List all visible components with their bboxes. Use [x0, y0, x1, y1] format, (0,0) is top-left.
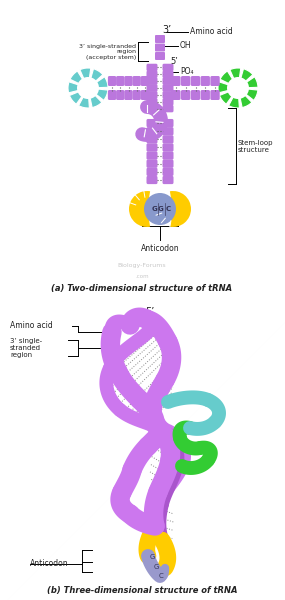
Wedge shape [219, 88, 238, 104]
Wedge shape [88, 88, 102, 107]
FancyBboxPatch shape [162, 119, 174, 127]
Text: 3’ single-stranded
region
(acceptor stem): 3’ single-stranded region (acceptor stem… [79, 44, 136, 60]
Wedge shape [68, 82, 88, 93]
FancyBboxPatch shape [108, 76, 116, 86]
FancyBboxPatch shape [162, 160, 174, 168]
FancyBboxPatch shape [108, 90, 116, 100]
FancyBboxPatch shape [201, 76, 210, 86]
Text: 5’: 5’ [170, 58, 178, 67]
Text: G: G [149, 554, 155, 560]
FancyBboxPatch shape [124, 90, 133, 100]
FancyBboxPatch shape [171, 76, 180, 86]
FancyBboxPatch shape [133, 90, 141, 100]
FancyBboxPatch shape [162, 105, 174, 112]
FancyBboxPatch shape [181, 90, 190, 100]
Wedge shape [238, 69, 253, 88]
FancyBboxPatch shape [201, 90, 210, 100]
Text: PO₄: PO₄ [180, 67, 194, 76]
Wedge shape [88, 69, 103, 88]
FancyBboxPatch shape [146, 168, 158, 176]
FancyBboxPatch shape [162, 143, 174, 152]
FancyBboxPatch shape [146, 85, 158, 92]
FancyBboxPatch shape [162, 151, 174, 160]
Text: 3’ single-
stranded
region: 3’ single- stranded region [10, 338, 42, 358]
Text: Anticodon: Anticodon [141, 244, 179, 253]
Wedge shape [170, 191, 191, 227]
FancyBboxPatch shape [191, 90, 200, 100]
Wedge shape [230, 68, 241, 88]
FancyBboxPatch shape [162, 168, 174, 176]
Wedge shape [229, 88, 239, 108]
FancyBboxPatch shape [146, 98, 158, 106]
FancyBboxPatch shape [210, 90, 220, 100]
FancyBboxPatch shape [162, 85, 174, 92]
FancyBboxPatch shape [146, 127, 158, 136]
Wedge shape [220, 71, 238, 88]
FancyBboxPatch shape [191, 76, 200, 86]
Text: G: G [158, 206, 164, 212]
Wedge shape [80, 68, 91, 88]
Text: 5’: 5’ [145, 307, 155, 317]
Text: G: G [153, 564, 159, 570]
Circle shape [144, 193, 176, 225]
Wedge shape [218, 82, 238, 93]
Text: (a) Two-dimensional structure of tRNA: (a) Two-dimensional structure of tRNA [51, 283, 233, 292]
Text: 3’: 3’ [162, 25, 171, 35]
FancyBboxPatch shape [146, 176, 158, 184]
Text: C: C [159, 573, 163, 579]
FancyBboxPatch shape [124, 76, 133, 86]
FancyBboxPatch shape [162, 71, 174, 78]
FancyBboxPatch shape [146, 119, 158, 127]
FancyBboxPatch shape [162, 98, 174, 106]
FancyBboxPatch shape [181, 76, 190, 86]
Circle shape [227, 77, 249, 99]
FancyBboxPatch shape [155, 52, 165, 60]
Wedge shape [238, 88, 252, 107]
FancyBboxPatch shape [162, 127, 174, 136]
Wedge shape [129, 191, 150, 227]
FancyBboxPatch shape [141, 76, 149, 86]
Wedge shape [88, 77, 108, 88]
Wedge shape [238, 88, 258, 100]
FancyBboxPatch shape [146, 151, 158, 160]
FancyBboxPatch shape [155, 43, 165, 52]
Wedge shape [88, 88, 108, 100]
Text: G: G [151, 206, 157, 212]
FancyBboxPatch shape [146, 160, 158, 168]
FancyBboxPatch shape [146, 91, 158, 98]
Text: Amino acid: Amino acid [10, 322, 53, 331]
Text: Biology-Forums: Biology-Forums [118, 263, 166, 269]
Circle shape [77, 77, 99, 99]
Wedge shape [238, 77, 258, 88]
FancyBboxPatch shape [146, 105, 158, 112]
FancyBboxPatch shape [155, 35, 165, 43]
FancyBboxPatch shape [133, 76, 141, 86]
Text: OH: OH [180, 41, 192, 50]
FancyBboxPatch shape [146, 135, 158, 143]
FancyBboxPatch shape [162, 135, 174, 143]
FancyBboxPatch shape [162, 91, 174, 98]
Wedge shape [70, 71, 88, 88]
Wedge shape [79, 88, 89, 108]
Wedge shape [70, 88, 88, 104]
FancyBboxPatch shape [171, 90, 180, 100]
FancyBboxPatch shape [162, 77, 174, 85]
FancyBboxPatch shape [146, 64, 158, 71]
FancyBboxPatch shape [116, 90, 125, 100]
FancyBboxPatch shape [146, 77, 158, 85]
Text: C: C [165, 206, 170, 212]
FancyBboxPatch shape [116, 76, 125, 86]
FancyBboxPatch shape [141, 90, 149, 100]
FancyBboxPatch shape [146, 71, 158, 78]
Text: (b) Three-dimensional structure of tRNA: (b) Three-dimensional structure of tRNA [47, 586, 237, 595]
Text: .com: .com [135, 274, 149, 278]
FancyBboxPatch shape [210, 76, 220, 86]
FancyBboxPatch shape [162, 176, 174, 184]
Text: Stem-loop
structure: Stem-loop structure [238, 139, 274, 152]
Text: Anticodon: Anticodon [30, 559, 69, 569]
Text: Amino acid: Amino acid [190, 28, 233, 37]
FancyBboxPatch shape [146, 143, 158, 152]
FancyBboxPatch shape [162, 64, 174, 71]
